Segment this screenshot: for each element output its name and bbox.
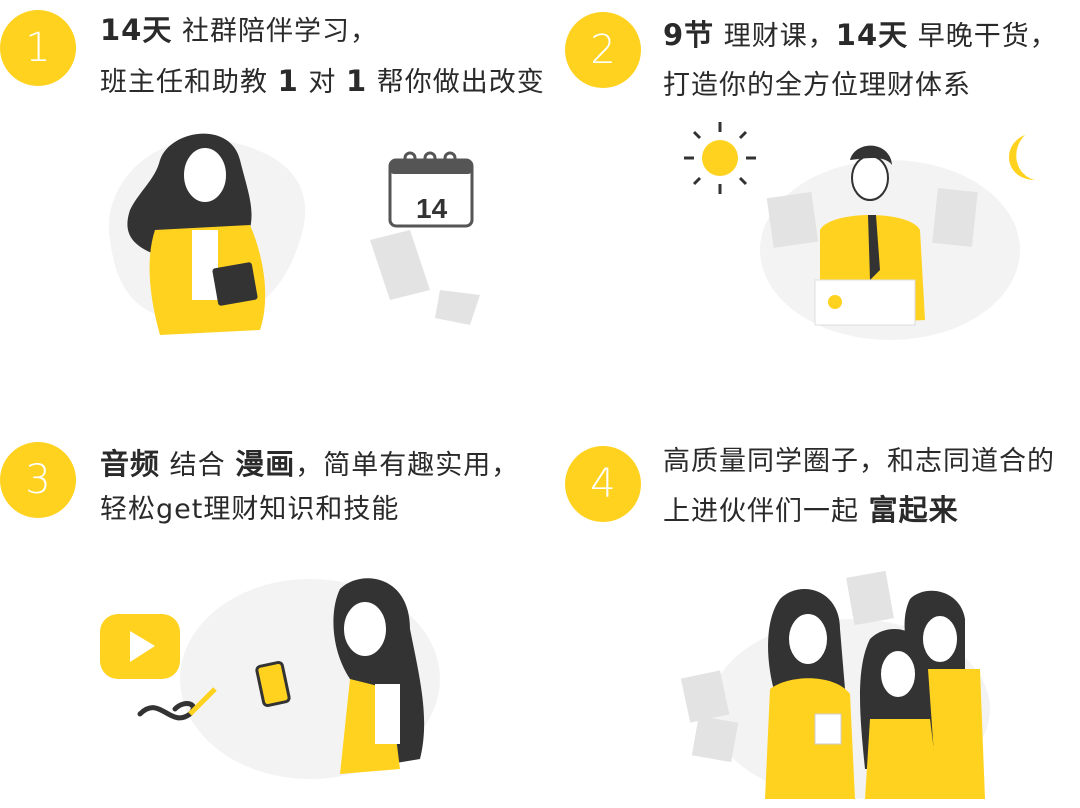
feature-title-line2: 打造你的全方位理财体系 bbox=[663, 68, 971, 104]
brush-icon bbox=[137, 701, 196, 721]
highlight-text: 1 bbox=[277, 64, 299, 98]
highlight-text: 音频 bbox=[100, 447, 161, 481]
sun-icon bbox=[684, 122, 756, 194]
calendar-day: 14 bbox=[416, 193, 448, 224]
step-number-badge: 1 bbox=[0, 10, 76, 86]
highlight-text: 14天 bbox=[835, 18, 909, 52]
highlight-text: 9节 bbox=[663, 18, 715, 52]
feature-title-line1: 14天 社群陪伴学习， bbox=[100, 12, 378, 50]
text: 理财课， bbox=[714, 21, 836, 52]
text: 轻松get理财知识和技能 bbox=[100, 494, 400, 525]
text: 结合 bbox=[160, 450, 236, 481]
instructor-illustration bbox=[684, 122, 1035, 340]
highlight-text: 14天 bbox=[100, 13, 173, 47]
feature-card-4: 4 高质量同学圈子，和志同道合的 上进伙伴们一起 富起来 bbox=[540, 404, 1080, 808]
step-number-badge: 3 bbox=[0, 442, 76, 518]
feature-card-1: 1 14天 社群陪伴学习， 班主任和助教 1 对 1 帮你做出改变 14 bbox=[0, 0, 544, 404]
feature-title-line1: 音频 结合 漫画，简单有趣实用， bbox=[100, 446, 519, 484]
text: 上进伙伴们一起 bbox=[663, 496, 869, 527]
feature-title-line2: 上进伙伴们一起 富起来 bbox=[663, 492, 959, 530]
step-number-badge: 4 bbox=[565, 446, 641, 522]
feature-title-line1: 9节 理财课，14天 早晚干货， bbox=[663, 17, 1058, 55]
feature-title-line2: 班主任和助教 1 对 1 帮你做出改变 bbox=[100, 63, 545, 101]
text: ，简单有趣实用， bbox=[295, 450, 520, 481]
text: 早晚干货， bbox=[908, 21, 1058, 52]
play-button-icon bbox=[100, 614, 180, 679]
text: 班主任和助教 bbox=[100, 67, 278, 98]
text: 对 bbox=[298, 67, 346, 98]
moon-icon bbox=[1008, 135, 1035, 180]
highlight-text: 富起来 bbox=[868, 493, 959, 527]
feature-title-line1: 高质量同学圈子，和志同道合的 bbox=[663, 444, 1055, 480]
feature-card-3: 3 音频 结合 漫画，简单有趣实用， 轻松get理财知识和技能 bbox=[0, 404, 540, 808]
peers-illustration bbox=[680, 570, 990, 799]
feature-title-line2: 轻松get理财知识和技能 bbox=[100, 492, 399, 528]
highlight-text: 1 bbox=[345, 64, 368, 98]
text: 社群陪伴学习， bbox=[172, 16, 378, 47]
calendar-icon bbox=[388, 151, 474, 228]
teacher-illustration: 14 bbox=[108, 133, 480, 335]
text: 高质量同学圈子，和志同道合的 bbox=[663, 446, 1055, 477]
reader-illustration bbox=[100, 578, 440, 779]
text: 帮你做出改变 bbox=[367, 67, 545, 98]
highlight-text: 漫画 bbox=[235, 447, 296, 481]
feature-card-2: 2 9节 理财课，14天 早晚干货， 打造你的全方位理财体系 bbox=[540, 0, 1080, 404]
text: 打造你的全方位理财体系 bbox=[663, 70, 971, 101]
step-number-badge: 2 bbox=[565, 12, 641, 88]
phone-icon bbox=[255, 660, 291, 708]
